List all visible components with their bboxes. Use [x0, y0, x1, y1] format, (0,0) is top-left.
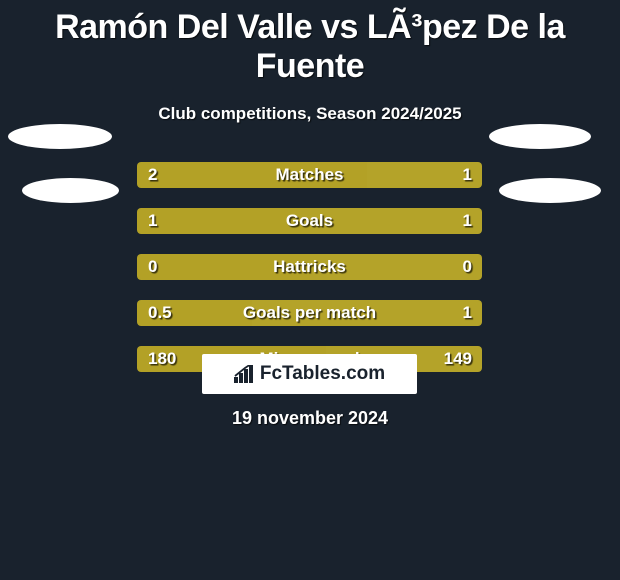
stat-row: Hattricks 0 0 [0, 254, 620, 280]
stat-label: Matches [137, 162, 482, 188]
player-oval [22, 178, 119, 203]
stat-value-right: 1 [463, 208, 472, 234]
bar-track: Goals [137, 208, 482, 234]
player-oval [8, 124, 112, 149]
stat-label: Goals [137, 208, 482, 234]
stat-value-left: 2 [148, 162, 157, 188]
stat-value-left: 0 [148, 254, 157, 280]
brand-badge: FcTables.com [202, 354, 417, 394]
brand-text: FcTables.com [260, 363, 385, 385]
page-title: Ramón Del Valle vs LÃ³pez De la Fuente [0, 0, 620, 86]
stat-row: Goals 1 1 [0, 208, 620, 234]
stat-value-right: 0 [463, 254, 472, 280]
player-oval [489, 124, 591, 149]
stat-value-right: 149 [444, 346, 472, 372]
stat-row: Goals per match 0.5 1 [0, 300, 620, 326]
bar-track: Goals per match [137, 300, 482, 326]
stat-label: Goals per match [137, 300, 482, 326]
comparison-infographic: Ramón Del Valle vs LÃ³pez De la Fuente C… [0, 0, 620, 580]
stat-value-left: 0.5 [148, 300, 172, 326]
bar-chart-icon [234, 365, 254, 383]
stat-value-left: 1 [148, 208, 157, 234]
stat-value-left: 180 [148, 346, 176, 372]
footer-date: 19 november 2024 [0, 408, 620, 429]
page-subtitle: Club competitions, Season 2024/2025 [0, 104, 620, 124]
stat-value-right: 1 [463, 162, 472, 188]
bar-track: Matches [137, 162, 482, 188]
stat-value-right: 1 [463, 300, 472, 326]
player-oval [499, 178, 601, 203]
stat-label: Hattricks [137, 254, 482, 280]
bar-track: Hattricks [137, 254, 482, 280]
